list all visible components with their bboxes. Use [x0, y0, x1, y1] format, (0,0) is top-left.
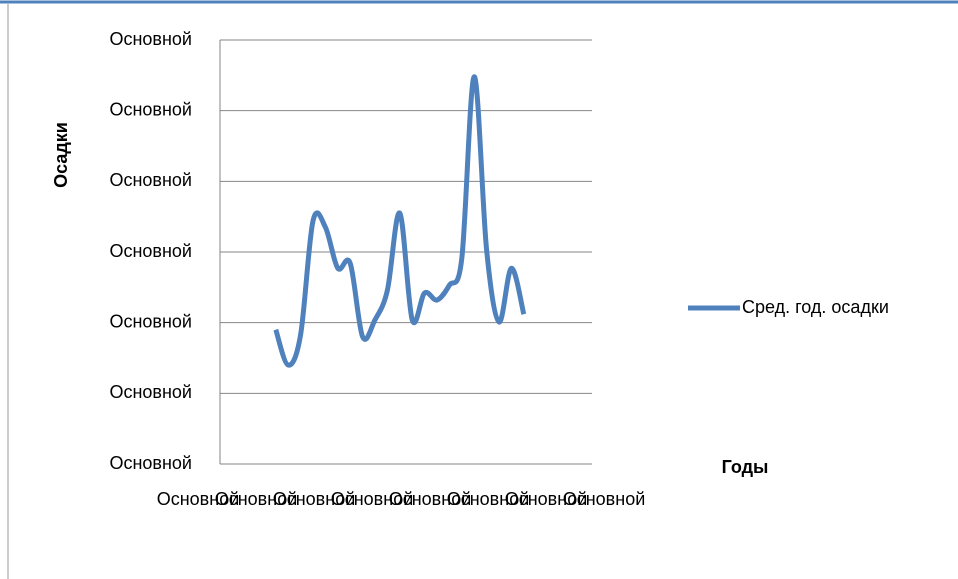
- x-tick-label: Основной: [331, 489, 414, 509]
- y-tick-label: Основной: [109, 382, 192, 402]
- x-tick-label: Основной: [157, 489, 240, 509]
- x-tick-label: Основной: [215, 489, 298, 509]
- y-tick-label: Основной: [109, 29, 192, 49]
- data-line: [273, 74, 527, 368]
- legend-label: Сред. год. осадки: [742, 297, 889, 317]
- y-axis-title: Осадки: [51, 122, 71, 188]
- x-tick-label: Основной: [447, 489, 530, 509]
- y-tick-label: Основной: [109, 170, 192, 190]
- y-tick-label: Основной: [109, 453, 192, 473]
- y-tick-label: Основной: [109, 241, 192, 261]
- x-tick-label: Основной: [505, 489, 588, 509]
- x-tick-label: Основной: [273, 489, 356, 509]
- x-axis-title: Годы: [722, 457, 769, 477]
- x-tick-label: Основной: [389, 489, 472, 509]
- y-tick-label: Основной: [109, 99, 192, 119]
- x-tick-label: Основной: [563, 489, 646, 509]
- y-tick-label: Основной: [109, 311, 192, 331]
